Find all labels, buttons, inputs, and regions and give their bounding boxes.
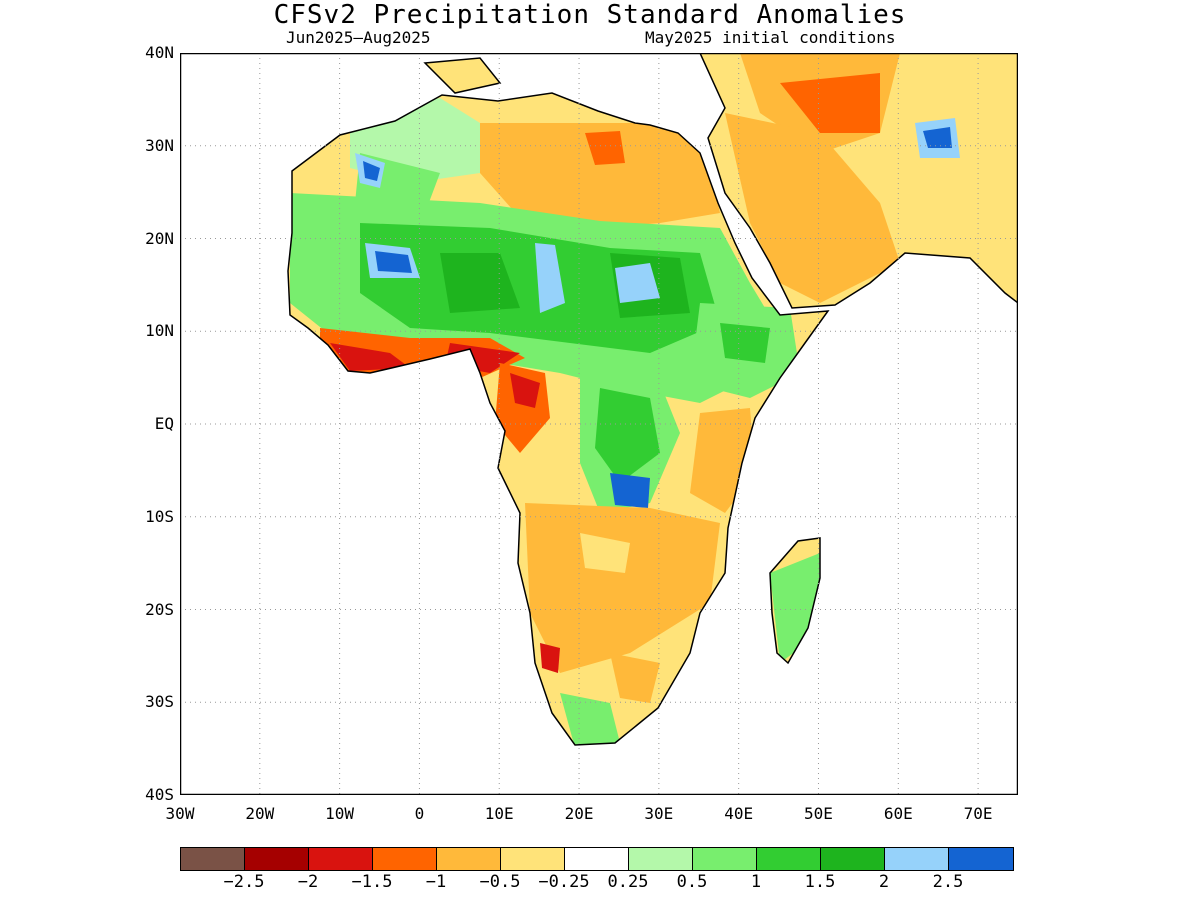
colorbar-swatch [949,848,1013,870]
gridlines [180,53,1018,795]
anomaly-map [179,52,1019,796]
colorbar [180,847,1014,871]
colorbar-tick-label: −0.25 [538,872,590,892]
latitude-tick-label: 40N [145,43,174,62]
longitude-tick-label: 20W [245,804,275,823]
longitude-tick-label: 50E [804,804,833,823]
colorbar-swatch [373,848,437,870]
chart-title: CFSv2 Precipitation Standard Anomalies [273,0,907,30]
colorbar-swatch [245,848,309,870]
longitude-tick-label: 40E [724,804,754,823]
colorbar-tick-label: 1.5 [804,872,836,892]
latitude-tick-label: 20S [145,599,174,619]
initial-conditions: May2025 initial conditions [645,28,896,47]
colorbar-swatch [437,848,501,870]
colorbar-tick-label: −1 [425,872,447,892]
colorbar-tick-label: 2 [878,872,890,892]
longitude-tick-label: 10E [484,804,514,823]
latitude-tick-label: 40S [145,785,174,804]
latitude-tick-label: EQ [154,414,174,433]
colorbar-swatch [309,848,373,870]
longitude-tick-label: 10W [325,804,355,823]
forecast-period: Jun2025–Aug2025 [286,28,431,47]
colorbar-swatch [565,848,629,870]
colorbar-tick-label: −0.5 [479,872,521,892]
longitude-tick-label: 0 [414,804,425,823]
colorbar-tick-label: −2.5 [223,872,265,892]
longitude-tick-label: 20E [564,804,594,823]
colorbar-tick-label: 2.5 [932,872,964,892]
colorbar-swatch [693,848,757,870]
latitude-tick-label: 10N [145,321,174,341]
colorbar-swatch [629,848,693,870]
colorbar-swatch [181,848,245,870]
latitude-tick-label: 30S [145,692,174,712]
colorbar-tick-label: 1 [750,872,762,892]
longitude-tick-label: 30E [644,804,674,823]
latitude-tick-label: 10S [145,506,174,526]
colorbar-swatch [501,848,565,870]
colorbar-swatch [885,848,949,870]
map-frame [179,52,1019,796]
colorbar-tick-label: −2 [297,872,319,892]
colorbar-tick-label: −1.5 [351,872,393,892]
longitude-tick-label: 70E [963,804,993,823]
latitude-tick-label: 20N [145,228,174,248]
colorbar-tick-label: 0.5 [676,872,708,892]
colorbar-tick-label: 0.25 [607,872,649,892]
longitude-tick-label: 60E [883,804,913,823]
colorbar-swatch [757,848,821,870]
latitude-tick-label: 30N [145,135,174,155]
coastlines [287,52,1019,746]
map-area [179,52,1019,796]
colorbar-swatch [821,848,885,870]
longitude-tick-label: 30W [165,804,195,823]
